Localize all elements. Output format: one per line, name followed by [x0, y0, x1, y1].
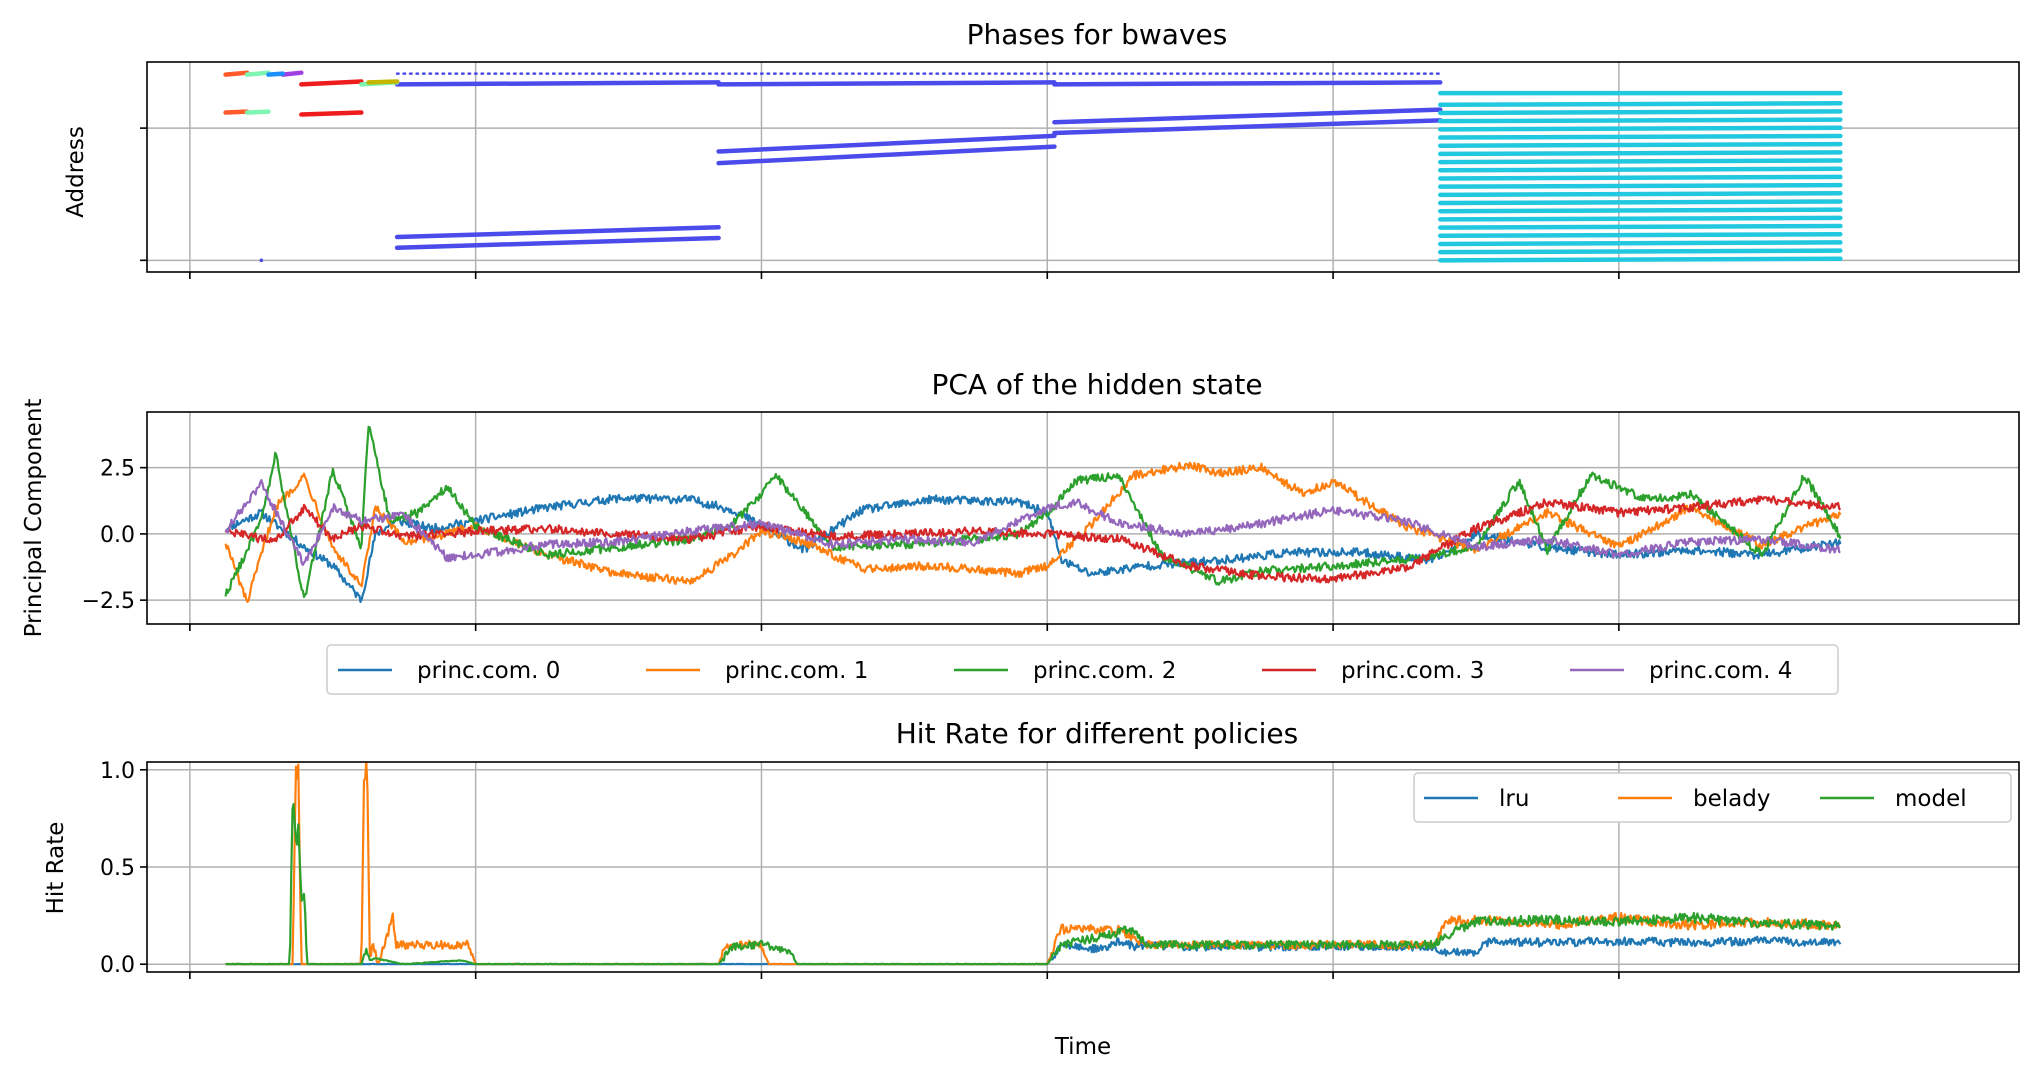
phase-block-row-19 — [1438, 100, 1843, 108]
y-tick-label-2: 1.0 — [100, 759, 135, 784]
phase-block-row-3 — [1438, 231, 1843, 239]
phase-segment-4 — [716, 133, 1057, 154]
hitrate-legend-box — [1413, 772, 2012, 823]
phase-segment-3 — [1052, 80, 1443, 87]
y-tick-label-2: 2.5 — [100, 457, 135, 482]
phases-marks — [223, 70, 1843, 263]
phase-block-row-8 — [1438, 191, 1843, 198]
phase-block-row-15 — [1438, 133, 1843, 140]
phase-segment-15 — [244, 109, 271, 115]
phase-block-row-18 — [1438, 109, 1843, 116]
phase-segment-2 — [716, 80, 1057, 87]
phase-block-row-11 — [1438, 166, 1843, 173]
phase-segment-8 — [394, 225, 721, 240]
series-line-model — [225, 803, 1841, 966]
phase-segment-14 — [244, 70, 271, 77]
pca-ticks: −2.5 0.0 2.5 — [82, 457, 1620, 631]
phase-block-row-16 — [1438, 125, 1843, 132]
phase-block-row-17 — [1438, 117, 1843, 124]
pca-legend-box — [326, 644, 1839, 695]
phase-dot — [259, 258, 264, 263]
phases-panel: Phases for bwaves Address — [63, 18, 2020, 279]
phase-segment-19 — [266, 71, 286, 77]
pca-legend-label-1: princ.com. 1 — [725, 658, 868, 684]
phase-block-row-14 — [1438, 141, 1843, 148]
pca-legend-label-0: princ.com. 0 — [417, 658, 560, 684]
pca-title: PCA of the hidden state — [931, 368, 1262, 401]
y-tick-label-1: 0.5 — [100, 856, 135, 881]
pca-legend-label-3: princ.com. 3 — [1341, 658, 1484, 684]
pca-grid — [147, 412, 2019, 624]
phase-segment-10 — [299, 79, 364, 87]
phase-block-row-10 — [1438, 174, 1843, 181]
phase-segment-13 — [223, 109, 250, 115]
hitrate-panel: Hit Rate for different policies Hit Rate… — [43, 717, 2020, 1060]
phase-block-row-2 — [1438, 240, 1843, 247]
pca-marks — [224, 425, 1842, 603]
series-line-princ-com-0 — [224, 493, 1842, 603]
phase-block-row-7 — [1438, 199, 1843, 206]
phase-segment-18 — [280, 70, 304, 77]
phase-block-row-0 — [1438, 256, 1843, 263]
phase-segment-6 — [1052, 107, 1443, 125]
phase-segment-5 — [716, 144, 1057, 166]
phase-segment-11 — [299, 110, 364, 117]
phase-block-row-13 — [1438, 150, 1843, 157]
phase-block-row-12 — [1438, 158, 1843, 165]
hitrate-y-label: Hit Rate — [43, 822, 69, 915]
hitrate-ticks: 0.0 0.5 1.0 — [100, 759, 1620, 979]
phases-ticks — [140, 127, 1620, 279]
phase-block-row-1 — [1438, 248, 1843, 255]
hitrate-grid — [147, 762, 2019, 972]
hitrate-marks — [225, 762, 1842, 966]
series-line-princ-com-3 — [224, 495, 1842, 584]
y-tick-label-0: −2.5 — [82, 589, 135, 614]
phase-block-row-9 — [1438, 182, 1843, 189]
phase-segment-17 — [366, 79, 400, 85]
pca-legend: princ.com. 0 princ.com. 1 princ.com. 2 prin… — [326, 644, 1839, 695]
phases-y-label: Address — [63, 126, 89, 218]
phase-block-row-6 — [1438, 207, 1843, 214]
pca-panel: PCA of the hidden state Principal Compon… — [21, 368, 2020, 695]
y-tick-label-1: 0.0 — [100, 523, 135, 548]
x-axis-label: Time — [1054, 1034, 1111, 1060]
pca-y-label: Principal Component — [21, 399, 47, 638]
series-line-princ-com-4 — [224, 479, 1841, 566]
phases-axes-frame — [146, 61, 2020, 273]
phase-block-row-5 — [1438, 215, 1843, 222]
phase-segment-12 — [223, 70, 250, 77]
pca-legend-label-2: princ.com. 2 — [1033, 658, 1176, 684]
y-tick-label-0: 0.0 — [100, 953, 135, 978]
pca-axes-frame — [146, 411, 2020, 625]
series-line-princ-com-2 — [224, 425, 1842, 598]
hitrate-legend-label-1: belady — [1693, 786, 1770, 812]
phase-block-row-4 — [1438, 223, 1843, 230]
phase-segment-7 — [1052, 118, 1443, 136]
phase-segment-1 — [394, 80, 721, 87]
phase-segment-9 — [394, 235, 721, 250]
pca-legend-label-4: princ.com. 4 — [1649, 658, 1792, 684]
phases-title: Phases for bwaves — [967, 18, 1228, 51]
hitrate-legend-label-2: model — [1895, 786, 1967, 812]
hitrate-legend-label-0: lru — [1499, 786, 1529, 812]
hitrate-title: Hit Rate for different policies — [896, 717, 1299, 750]
hitrate-legend: lru belady model — [1413, 772, 2012, 823]
